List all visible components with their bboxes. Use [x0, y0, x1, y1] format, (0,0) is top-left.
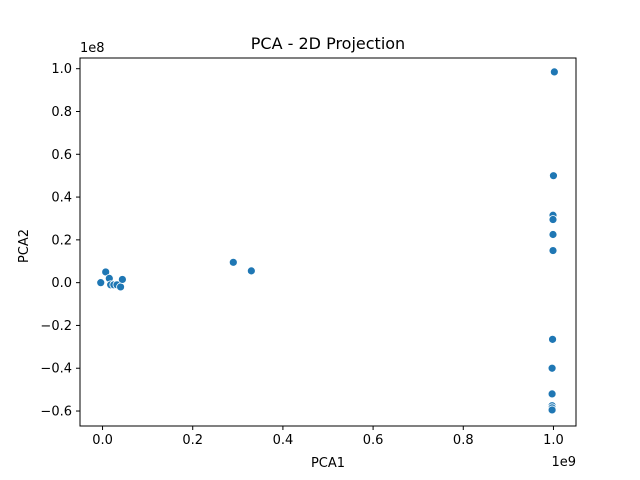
- y-tick-label: 0.4: [51, 191, 72, 206]
- data-point: [548, 230, 558, 239]
- data-point: [548, 334, 557, 344]
- x-tick-label: 0.2: [182, 433, 203, 448]
- x-tick-label: 0.6: [363, 433, 384, 448]
- y-axis-label: PCA2: [17, 229, 32, 263]
- x-tick-label: 0.8: [453, 433, 474, 448]
- points-group: [96, 67, 559, 415]
- data-point: [548, 246, 558, 255]
- y-tick-label: 0.2: [51, 233, 72, 248]
- data-point: [117, 275, 127, 284]
- data-point: [548, 215, 558, 224]
- ticks-group: 0.0 0.2 0.4 0.6 0.8 1.0 −0.6 −0.4 −0.2 0.0 0.2 0.4 0…: [40, 62, 563, 448]
- data-point: [547, 389, 557, 399]
- data-point: [96, 278, 106, 288]
- x-tick-label: 0.4: [273, 433, 294, 448]
- data-point: [116, 282, 125, 292]
- y-tick-label: −0.6: [40, 405, 72, 420]
- data-point: [228, 257, 238, 267]
- y-tick-label: 0.8: [51, 105, 72, 120]
- y-tick-label: −0.4: [40, 362, 72, 377]
- data-point: [549, 67, 559, 77]
- y-tick-label: 0.0: [51, 276, 72, 291]
- x-tick-label: 0.0: [92, 433, 113, 448]
- plot-frame: [79, 57, 577, 427]
- data-point: [246, 266, 256, 276]
- data-point: [547, 363, 557, 373]
- x-tick-label: 1.0: [543, 433, 564, 448]
- x-offset-label: 1e9: [551, 455, 576, 470]
- chart-title: PCA - 2D Projection: [251, 34, 405, 53]
- y-offset-label: 1e8: [80, 41, 105, 56]
- x-axis-label: PCA1: [311, 456, 345, 471]
- y-tick-label: 0.6: [51, 148, 72, 163]
- y-tick-label: −0.2: [40, 319, 72, 334]
- y-tick-label: 1.0: [51, 62, 72, 77]
- data-point: [549, 171, 558, 181]
- data-point: [547, 405, 557, 415]
